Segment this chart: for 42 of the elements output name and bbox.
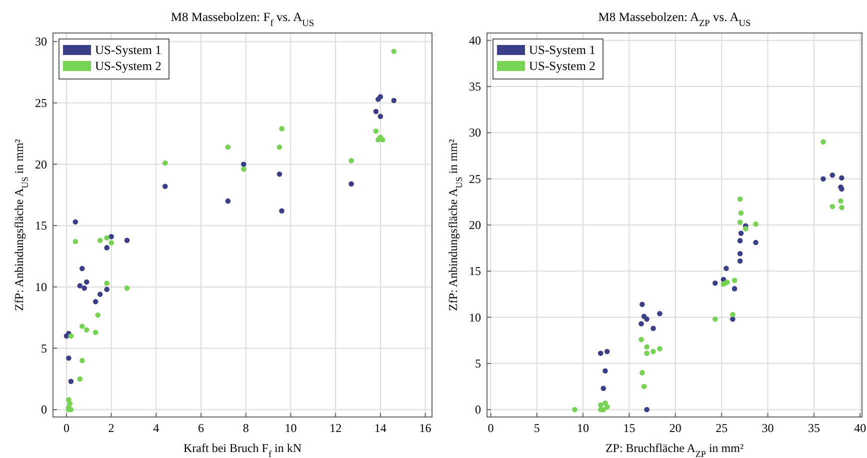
- y-tick-label: 30: [35, 34, 47, 49]
- x-tick-label: 40: [854, 421, 866, 435]
- x-tick-label: 20: [669, 421, 682, 435]
- y-tick-label: 35: [469, 80, 481, 94]
- y-tick-label: 15: [35, 218, 47, 233]
- y-tick-label: 25: [469, 172, 481, 186]
- chart-title: M8 Massebolzen: F$_{f}$ vs. A$_{US}$: [170, 10, 314, 29]
- y-tick-label: 30: [469, 126, 481, 140]
- y-tick-label: 5: [475, 356, 481, 370]
- y-tick-label: 10: [469, 310, 481, 324]
- y-tick-label: 15: [469, 264, 481, 278]
- y-tick-label: 0: [41, 402, 47, 417]
- y-tick-label: 40: [469, 33, 481, 48]
- x-tick-label: 10: [284, 421, 297, 435]
- x-tick-label: 15: [623, 421, 636, 435]
- y-tick-label: 0: [475, 402, 481, 417]
- x-tick-label: 4: [153, 421, 160, 435]
- x-tick-label: 10: [577, 421, 590, 435]
- x-axis-title: ZP: Bruchfläche A$_{ZP}$ in mm²: [605, 441, 744, 458]
- legend-label: US-System 1: [95, 43, 162, 57]
- y-tick-label: 5: [41, 341, 47, 356]
- legend-label: US-System 2: [95, 59, 162, 73]
- y-tick-label: 20: [35, 157, 47, 172]
- x-tick-label: 12: [330, 421, 342, 435]
- x-axis-title: Kraft bei Bruch F$_{f}$ in kN: [184, 441, 302, 458]
- y-tick-label: 20: [469, 218, 481, 232]
- chart-title: M8 Massebolzen: A$_{ZP}$ vs. A$_{US}$: [598, 10, 751, 29]
- y-tick-label: 10: [35, 280, 47, 294]
- x-tick-label: 5: [534, 421, 540, 435]
- legend-label: US-System 2: [529, 59, 596, 73]
- legend-label: US-System 1: [529, 43, 596, 57]
- y-tick-label: 25: [35, 96, 47, 110]
- x-tick-label: 2: [108, 421, 114, 435]
- x-tick-label: 6: [198, 421, 204, 435]
- x-tick-label: 16: [419, 421, 432, 435]
- x-tick-label: 30: [762, 421, 774, 435]
- x-tick-label: 35: [808, 421, 820, 435]
- x-tick-label: 25: [716, 421, 728, 435]
- x-tick-label: 14: [374, 421, 386, 435]
- x-tick-label: 0: [488, 421, 494, 435]
- x-tick-label: 0: [63, 421, 70, 435]
- x-tick-label: 8: [242, 421, 249, 435]
